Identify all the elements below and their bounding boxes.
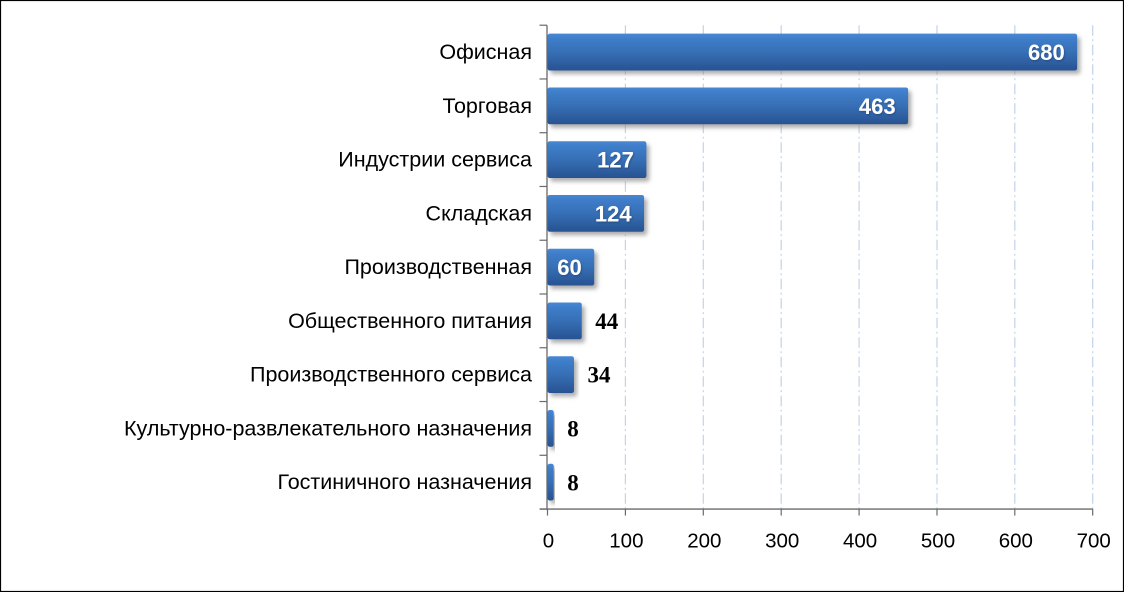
svg-text:124: 124 [595,202,632,227]
svg-text:400: 400 [843,530,877,553]
svg-text:Культурно-развлекательного наз: Культурно-развлекательного назначения [124,416,532,440]
svg-text:8: 8 [567,417,579,442]
svg-text:680: 680 [1028,40,1065,65]
svg-text:600: 600 [999,530,1033,553]
svg-text:8: 8 [567,470,579,495]
svg-text:300: 300 [765,530,799,553]
svg-text:500: 500 [921,530,955,553]
svg-text:200: 200 [687,530,721,553]
svg-text:100: 100 [609,530,643,553]
svg-text:Торговая: Торговая [443,94,532,118]
svg-text:Производственная: Производственная [344,255,532,279]
svg-text:Общественного питания: Общественного питания [288,309,532,333]
svg-text:463: 463 [859,94,896,119]
svg-text:0: 0 [543,530,554,553]
svg-text:700: 700 [1077,530,1111,553]
svg-text:Производственного сервиса: Производственного сервиса [250,363,532,387]
svg-text:127: 127 [597,148,634,173]
svg-text:60: 60 [557,255,581,280]
svg-text:34: 34 [588,363,612,388]
svg-text:Гостиничного назначения: Гостиничного назначения [278,470,532,494]
svg-text:Офисная: Офисная [439,40,532,64]
svg-text:Складская: Складская [426,201,532,225]
svg-text:44: 44 [595,309,619,334]
svg-text:Индустрии сервиса: Индустрии сервиса [338,148,532,172]
